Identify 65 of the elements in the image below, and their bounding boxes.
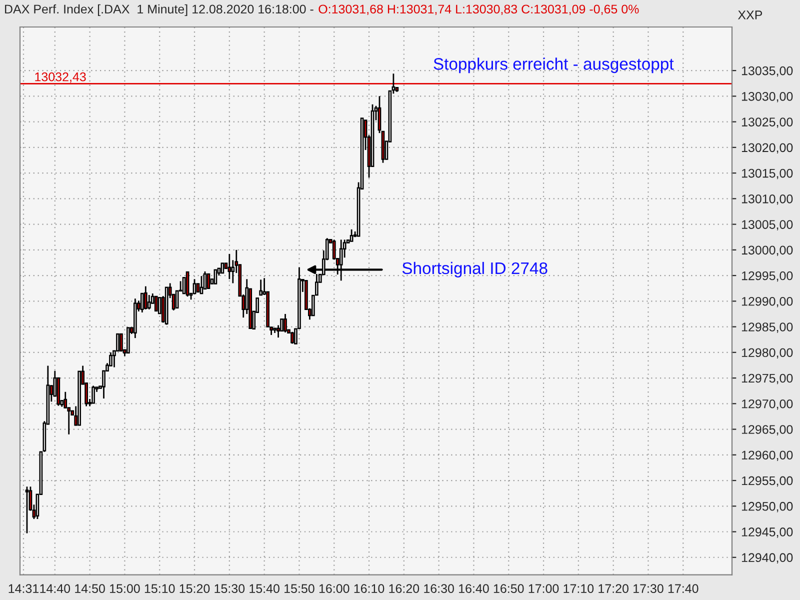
x-tick-label: 15:40 [250, 584, 280, 594]
y-tick-label: 12975,00 [742, 374, 793, 384]
candlestick [220, 262, 224, 274]
chart-subtitle: O:13031,68 H:13031,74 L:13030,83 C:13031,09 -0,65 0% [318, 4, 639, 16]
y-tick-label: 12980,00 [742, 348, 793, 359]
candlestick [64, 391, 68, 409]
x-tick-label: 17:40 [668, 584, 698, 594]
y-tick-label: 12970,00 [742, 399, 793, 410]
candlestick [25, 486, 29, 534]
x-tick-label: 16:50 [494, 584, 524, 594]
candlestick [228, 253, 232, 280]
candlestick [203, 270, 207, 290]
x-tick-label: 14:40 [40, 584, 70, 594]
y-tick-label: 12940,00 [742, 553, 793, 564]
ref-line-label: 13032,43 [35, 72, 86, 83]
x-tick-label: 14:31 [8, 584, 39, 594]
y-tick-label: 13020,00 [742, 143, 793, 154]
candlestick [120, 333, 123, 352]
x-tick-label: 16:10 [354, 584, 384, 594]
x-tick-label: 15:50 [284, 584, 314, 594]
x-tick-label: 17:00 [528, 584, 559, 594]
chart-title: DAX Perf. Index [.DAX 1 Minute] 12.08.2020 16:18:00 - [5, 4, 314, 16]
y-tick-label: 13000,00 [742, 246, 793, 256]
candlestick [147, 294, 151, 310]
candlestick [350, 228, 354, 242]
x-tick-label: 14:50 [75, 584, 105, 594]
y-tick-label: 12995,00 [742, 271, 793, 282]
x-tick-label: 15:30 [214, 584, 245, 594]
y-tick-label: 12965,00 [742, 425, 793, 436]
annotation: Shortsignal ID 2748 [402, 262, 548, 278]
candlestick [154, 296, 158, 312]
candlestick [192, 278, 196, 294]
candlestick [214, 269, 218, 284]
y-tick-label: 13010,00 [742, 194, 793, 205]
y-tick-label: 12960,00 [742, 450, 793, 462]
candlestick [92, 385, 95, 404]
y-tick-label: 13005,00 [742, 220, 793, 230]
candlestick [200, 275, 204, 294]
x-tick-label: 15:10 [144, 584, 175, 594]
y-tick-label: 12990,00 [742, 296, 793, 308]
x-tick-label: 17:30 [634, 584, 664, 594]
y-tick-label: 13025,00 [742, 118, 793, 128]
y-tick-label: 12945,00 [742, 528, 793, 538]
y-tick-label: 12950,00 [742, 502, 793, 512]
x-tick-label: 17:20 [598, 584, 628, 594]
x-tick-label: 16:40 [459, 584, 489, 594]
x-tick-label: 17:10 [564, 584, 594, 594]
candlestick [186, 271, 190, 298]
x-tick-label: 16:20 [389, 584, 420, 594]
y-tick-label: 13015,00 [742, 168, 793, 180]
x-tick-label: 15:20 [180, 584, 210, 594]
x-tick-label: 16:30 [424, 584, 454, 594]
candlestick [284, 313, 287, 334]
y-tick-label: 12955,00 [742, 476, 793, 487]
y-tick-label: 13035,00 [742, 66, 793, 77]
x-tick-label: 16:00 [319, 584, 350, 594]
y-tick-label: 13030,00 [742, 92, 793, 102]
x-tick-label: 15:00 [110, 584, 140, 594]
y-tick-label: 12985,00 [742, 322, 793, 333]
candlestick [259, 278, 262, 296]
annotation: Stoppkurs erreicht - ausgestoppt [434, 58, 674, 74]
candlestick [206, 273, 210, 289]
candlestick [175, 290, 179, 308]
candlestick [144, 286, 148, 310]
y-axis-title: XXP [738, 10, 762, 20]
